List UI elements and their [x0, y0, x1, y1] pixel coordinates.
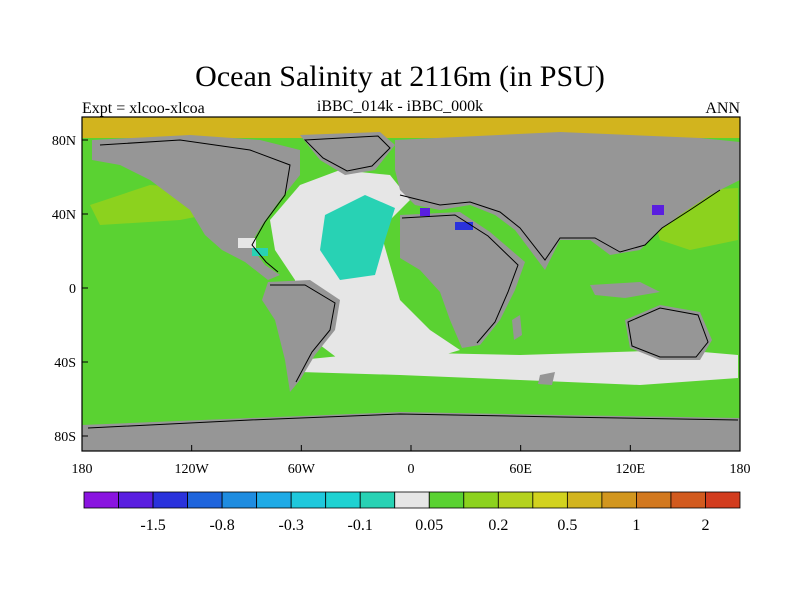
colorbar-box	[532, 491, 568, 509]
colorbar-box	[428, 491, 465, 509]
colorbar-label: -1.5	[140, 517, 165, 534]
colorbar-box	[497, 491, 534, 509]
colorbar-box	[359, 491, 396, 509]
colorbar-box	[152, 491, 188, 509]
colorbar-label: -0.1	[348, 517, 373, 534]
lat-tick-label: 40N	[52, 208, 76, 223]
lon-tick-label: 180	[72, 462, 93, 477]
japan-sea-purple	[652, 205, 664, 215]
difference-label: iBBC_014k - iBBC_000k	[316, 98, 484, 115]
lon-tick-label: 120E	[616, 462, 646, 477]
colorbar-box	[118, 491, 154, 509]
lon-tick-label: 60W	[288, 462, 316, 477]
colorbar-box	[636, 491, 672, 509]
gulf-near-zero	[238, 238, 256, 248]
colorbar-box	[463, 491, 499, 509]
season-label: ANN	[705, 100, 740, 117]
colorbar-label: -0.3	[278, 517, 303, 534]
caribbean-cyan	[252, 248, 268, 256]
colorbar-box	[83, 491, 119, 509]
colorbar-box	[256, 491, 292, 509]
colorbar-box	[187, 491, 223, 509]
colorbar-label: 0.2	[488, 517, 508, 534]
mediterranean-purple	[420, 208, 430, 216]
longitude-axis: 180 120W 60W 0 60E 120E 180	[72, 445, 751, 477]
lon-tick-label: 0	[408, 462, 415, 477]
colorbar-box	[394, 491, 430, 509]
lat-tick-label: 80N	[52, 134, 76, 149]
lon-tick-label: 180	[730, 462, 751, 477]
lon-tick-label: 60E	[509, 462, 532, 477]
map-title: Ocean Salinity at 2116m (in PSU)	[195, 60, 605, 93]
coastlines	[87, 135, 739, 429]
atlantic-cyan-region	[320, 195, 395, 280]
map-panel	[81, 116, 741, 452]
colorbar-label: 2	[701, 517, 709, 534]
experiment-label: Expt = xlcoo-xlcoa	[82, 100, 205, 117]
colorbar-label: 0.5	[557, 517, 577, 534]
colorbar: -1.5 -0.8 -0.3 -0.1 0.05 0.2 0.5 1 2	[83, 491, 741, 534]
colorbar-box	[566, 491, 603, 509]
colorbar-box	[325, 491, 361, 509]
colorbar-label: 1	[632, 517, 640, 534]
arctic-band	[82, 117, 740, 138]
colorbar-label: -0.8	[209, 517, 234, 534]
lat-tick-label: 40S	[54, 356, 76, 371]
colorbar-box	[290, 491, 327, 509]
lat-tick-label: 80S	[54, 430, 76, 445]
lat-tick-label: 0	[69, 282, 76, 297]
colorbar-box	[221, 491, 258, 509]
colorbar-label: 0.05	[415, 517, 443, 534]
latitude-axis: 80N 40N 0 40S 80S	[52, 134, 88, 445]
colorbar-box	[705, 491, 741, 509]
land	[82, 132, 740, 451]
mediterranean-blue	[455, 222, 473, 230]
lon-tick-label: 120W	[175, 462, 210, 477]
colorbar-box	[601, 491, 637, 509]
colorbar-box	[670, 491, 706, 509]
